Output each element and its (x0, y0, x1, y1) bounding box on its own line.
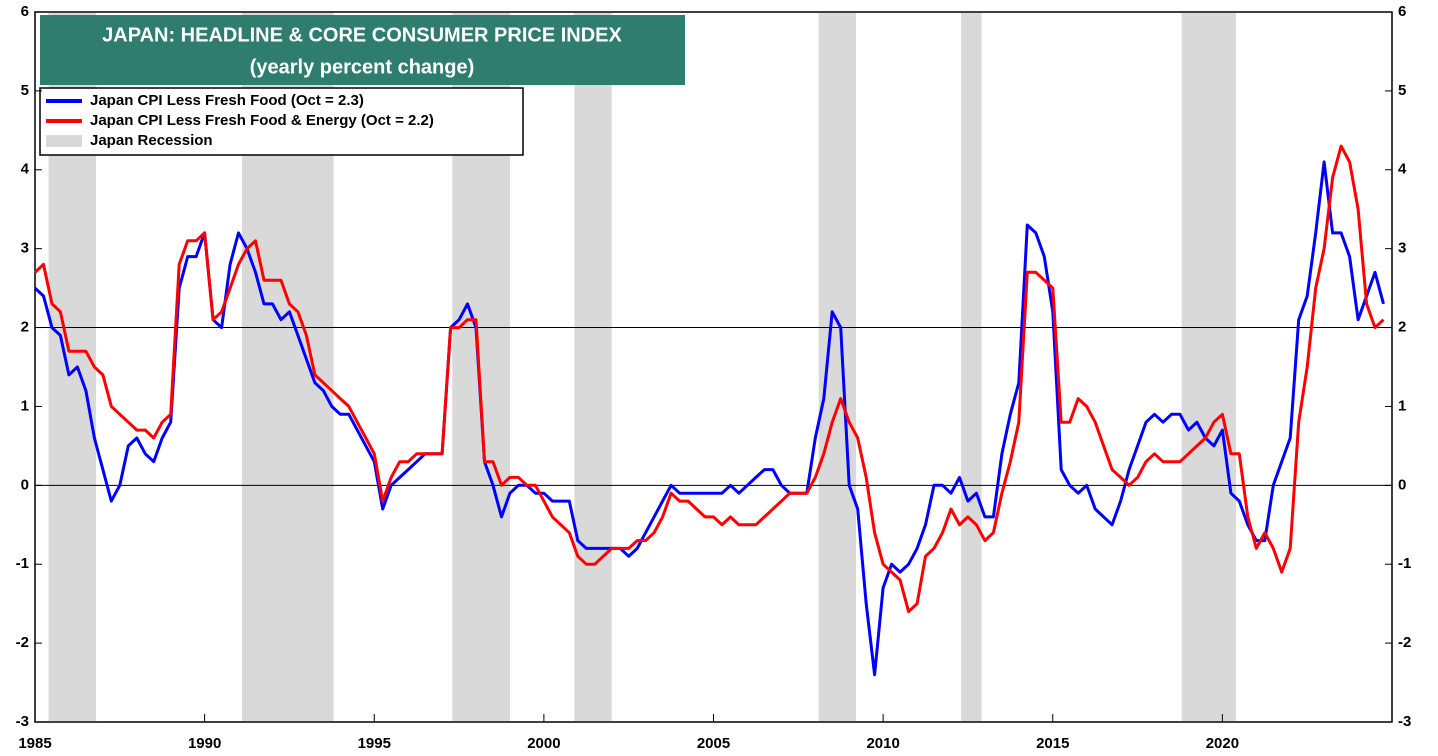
x-tick-label: 2000 (527, 735, 560, 752)
y-tick-label: 1 (21, 397, 29, 414)
legend-label: Japan CPI Less Fresh Food (Oct = 2.3) (90, 92, 364, 109)
legend-swatch (46, 135, 82, 147)
x-tick-label: 1995 (358, 735, 391, 752)
x-tick-label: 1985 (18, 735, 51, 752)
x-tick-label: 2010 (866, 735, 899, 752)
y-tick-label: -1 (16, 555, 29, 572)
x-tick-label: 2020 (1206, 735, 1239, 752)
recession-band (961, 13, 982, 721)
y2-tick-label: -2 (1398, 634, 1411, 651)
y2-tick-label: 4 (1398, 161, 1407, 178)
y-tick-label: 2 (21, 319, 29, 336)
y2-tick-label: 2 (1398, 319, 1406, 336)
series-line (33, 160, 1385, 677)
y-tick-label: 3 (21, 240, 29, 257)
chart-title: JAPAN: HEADLINE & CORE CONSUMER PRICE IN… (102, 24, 622, 46)
recession-band (1181, 13, 1236, 721)
y2-tick-label: -1 (1398, 555, 1411, 572)
x-tick-label: 2015 (1036, 735, 1069, 752)
y-tick-label: -2 (16, 634, 29, 651)
chart-subtitle: (yearly percent change) (250, 56, 475, 78)
y2-tick-label: -3 (1398, 713, 1411, 730)
legend-label: Japan CPI Less Fresh Food & Energy (Oct … (90, 112, 434, 129)
title-box (40, 15, 685, 85)
legend-entries: Japan CPI Less Fresh Food (Oct = 2.3) Jap… (46, 92, 434, 149)
y2-tick-label: 0 (1398, 476, 1406, 493)
y2-tick-label: 1 (1398, 397, 1406, 414)
y-tick-label: 5 (21, 82, 29, 99)
y2-tick-label: 6 (1398, 3, 1406, 20)
recession-band (574, 13, 612, 721)
y-tick-label: -3 (16, 713, 29, 730)
y-tick-label: 6 (21, 3, 29, 20)
legend (39, 87, 524, 156)
x-tick-label: 1990 (188, 735, 221, 752)
x-tick-label: 2005 (697, 735, 730, 752)
y2-tick-label: 3 (1398, 240, 1406, 257)
series-line (33, 144, 1385, 614)
y-tick-label: 4 (21, 161, 30, 178)
recession-band (818, 13, 856, 721)
y-tick-label: 0 (21, 476, 29, 493)
y2-tick-label: 5 (1398, 82, 1406, 99)
legend-label: Japan Recession (90, 132, 213, 149)
